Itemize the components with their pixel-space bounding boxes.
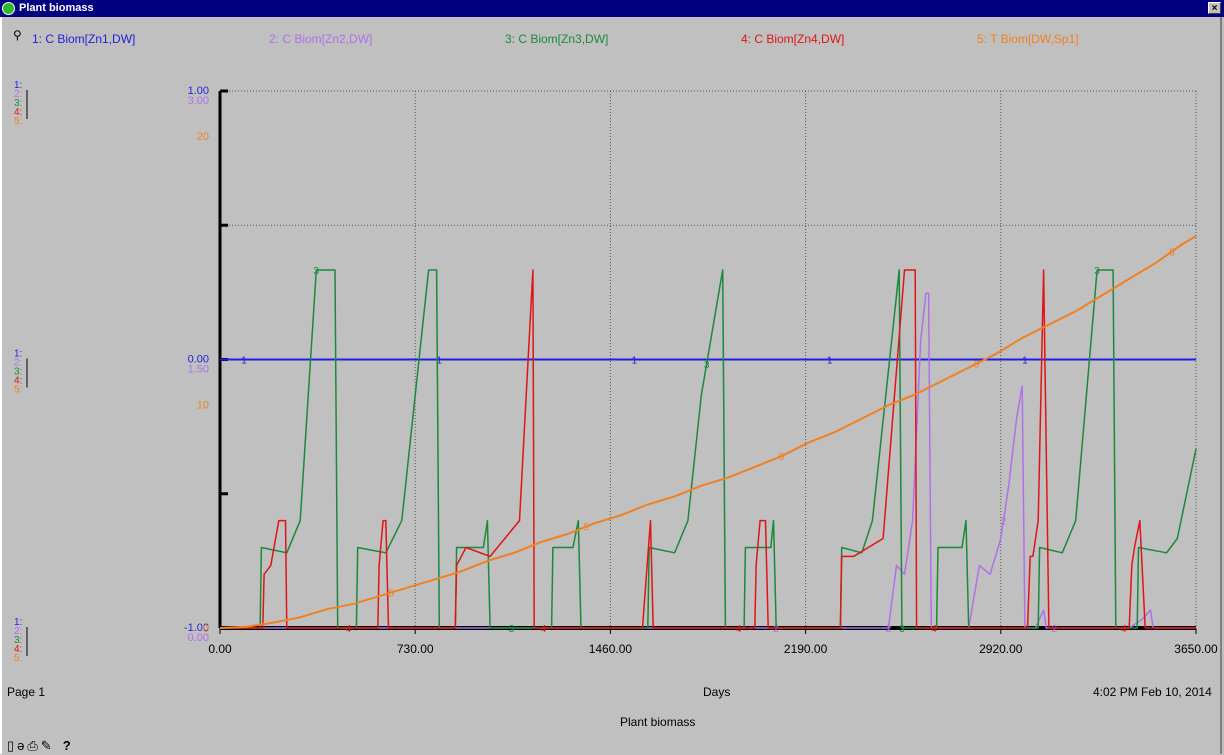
- axis-value-label: 0.00: [188, 354, 209, 366]
- series-line-5: [219, 235, 1197, 629]
- axis-series-label: 4:: [14, 107, 22, 118]
- axis-value-label: 10: [197, 400, 209, 412]
- legend-item-5[interactable]: 5: T Biom[DW,Sp1]: [977, 32, 1079, 46]
- axis-value-label: -1.00: [184, 622, 209, 634]
- series-marker-4: 4: [931, 624, 937, 635]
- page-label: Page 1: [7, 685, 46, 699]
- series-marker-5: 5: [779, 452, 785, 463]
- axis-series-label: 1:: [14, 617, 22, 628]
- axis-value-label: 1.50: [188, 364, 209, 376]
- help-icon[interactable]: ?: [62, 738, 71, 753]
- series-marker-5: 5: [584, 523, 590, 534]
- legend-item-2[interactable]: 2: C Biom[Zn2,DW]: [269, 32, 373, 46]
- axis-series-label: 5:: [14, 653, 22, 664]
- x-tick-label: 3650.00: [1174, 642, 1218, 656]
- chart-name-label: Plant biomass: [620, 715, 696, 729]
- timestamp: 4:02 PM Feb 10, 2014: [1093, 685, 1212, 699]
- axis-series-label: 1:: [14, 349, 22, 360]
- axis-series-label: 1:: [14, 80, 22, 91]
- toolbar: ▯ ə ⎙ ✎?: [7, 737, 74, 754]
- x-tick-label: 1460.00: [589, 642, 633, 656]
- axis-series-label: 3:: [14, 635, 22, 646]
- series-marker-5: 5: [974, 360, 980, 371]
- series-marker-5: 5: [388, 589, 394, 600]
- series-marker-4: 4: [346, 624, 352, 635]
- pin-icon[interactable]: ⚲: [13, 28, 22, 42]
- series-marker-3: 3: [509, 624, 515, 635]
- axis-value-label: 0.00: [188, 632, 209, 644]
- axis-series-label: 5:: [14, 116, 22, 127]
- axis-series-label: 3:: [14, 98, 22, 109]
- axis-series-label: 4:: [14, 376, 22, 387]
- axis-value-label: 1.00: [188, 85, 209, 97]
- series-marker-5: 5: [1169, 248, 1175, 259]
- legend-item-1[interactable]: 1: C Biom[Zn1,DW]: [32, 32, 136, 46]
- axis-value-label: 0: [203, 623, 209, 635]
- series-marker-2: 2: [1001, 517, 1007, 528]
- x-tick-label: 0.00: [208, 642, 232, 656]
- series-line-3: [220, 269, 1197, 629]
- axis-series-label: 5:: [14, 385, 22, 396]
- series-marker-1: 1: [436, 356, 442, 367]
- series-marker-1: 1: [827, 356, 833, 367]
- close-button[interactable]: ×: [1208, 2, 1221, 14]
- series-marker-3: 3: [1094, 266, 1100, 277]
- axis-series-label: 3:: [14, 367, 22, 378]
- series-marker-2: 2: [773, 624, 779, 635]
- axis-value-label: 3.00: [188, 95, 209, 107]
- x-tick-label: 2190.00: [784, 642, 828, 656]
- legend-item-3[interactable]: 3: C Biom[Zn3,DW]: [505, 32, 609, 46]
- series-marker-2: 2: [1051, 624, 1057, 635]
- axis-series-label: 2:: [14, 626, 22, 637]
- series-line-4: [220, 269, 1196, 629]
- page-icon[interactable]: ▯: [7, 738, 15, 753]
- window-titlebar: Plant biomass ×: [0, 0, 1224, 17]
- axis-series-label: 2:: [14, 89, 22, 100]
- series-line-2: [220, 292, 1196, 629]
- axis-series-label: 2:: [14, 358, 22, 369]
- series-marker-3: 3: [899, 624, 905, 635]
- lock-icon[interactable]: ə: [17, 738, 25, 753]
- print-icon[interactable]: ⎙: [27, 738, 38, 753]
- series-marker-1: 1: [241, 356, 247, 367]
- window-title: Plant biomass: [19, 2, 94, 14]
- series-marker-4: 4: [1121, 624, 1127, 635]
- x-tick-label: 2920.00: [979, 642, 1023, 656]
- series-marker-1: 1: [632, 356, 638, 367]
- series-marker-4: 4: [541, 624, 547, 635]
- axis-value-label: 20: [197, 131, 209, 143]
- series-marker-3: 3: [313, 266, 319, 277]
- app-icon: [2, 2, 15, 15]
- series-marker-1: 1: [1022, 356, 1028, 367]
- series-marker-2: 2: [886, 624, 892, 635]
- legend-item-4[interactable]: 4: C Biom[Zn4,DW]: [741, 32, 845, 46]
- series-marker-4: 4: [736, 624, 742, 635]
- x-tick-label: 730.00: [397, 642, 434, 656]
- x-axis-label: Days: [703, 685, 731, 699]
- series-marker-3: 3: [704, 360, 710, 371]
- axis-series-label: 4:: [14, 644, 22, 655]
- pencil-icon[interactable]: ✎: [40, 738, 52, 753]
